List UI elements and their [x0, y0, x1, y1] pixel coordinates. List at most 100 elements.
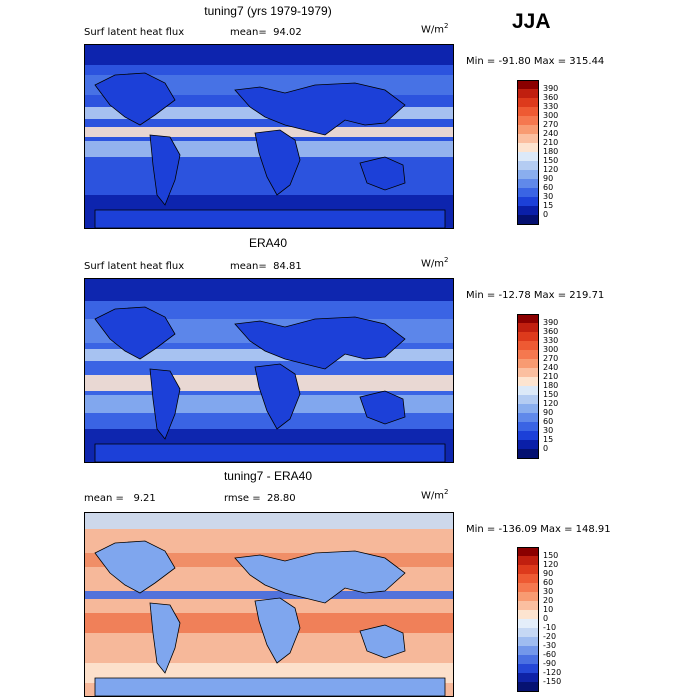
colorbar-tick-label: -20 — [543, 632, 557, 641]
continent-outline — [149, 134, 181, 206]
panel-2-map-svg — [85, 279, 453, 462]
colorbar-swatch — [517, 359, 539, 369]
colorbar-swatch — [517, 619, 539, 629]
colorbar-tick-label: 30 — [543, 426, 554, 435]
colorbar-swatch — [517, 431, 539, 441]
colorbar-tick-label: 150 — [543, 551, 559, 560]
colorbar-tick-label: 15 — [543, 201, 554, 210]
panel-3-colorbar: 150 120 90 60 30 20 10 0 -10 -20 -30 -60 -90 -120 -150 — [517, 547, 577, 692]
continent-outline — [234, 316, 406, 370]
panel-2-map — [84, 278, 454, 463]
map-field-band — [85, 643, 453, 661]
colorbar-tick-label: 0 — [543, 210, 549, 219]
colorbar-swatch — [517, 179, 539, 189]
continent-outline — [359, 156, 406, 191]
colorbar-swatch — [517, 664, 539, 674]
colorbar-swatch — [517, 377, 539, 387]
colorbar-swatch — [517, 440, 539, 450]
panel-2-title: ERA40 — [248, 236, 288, 250]
colorbar-tick-label: 60 — [543, 183, 554, 192]
colorbar-tick-label: 210 — [543, 372, 559, 381]
colorbar-swatch — [517, 332, 539, 342]
panel-3-title: tuning7 - ERA40 — [223, 469, 313, 483]
colorbar-swatch — [517, 556, 539, 566]
colorbar-swatch — [517, 395, 539, 405]
colorbar-swatch — [517, 143, 539, 153]
colorbar-swatch — [517, 98, 539, 108]
colorbar-swatch — [517, 323, 539, 333]
colorbar-swatch — [517, 422, 539, 432]
colorbar-tick-label: 60 — [543, 417, 554, 426]
continent-outline — [94, 72, 176, 126]
colorbar-swatch — [517, 610, 539, 620]
colorbar-swatch — [517, 413, 539, 423]
colorbar-swatch — [517, 646, 539, 656]
panel-1-map-svg — [85, 45, 453, 228]
panel-3-rmse: rmse = 28.80 — [224, 493, 296, 504]
colorbar-swatch — [517, 170, 539, 180]
panel-3-unit: W/m2 — [421, 488, 449, 502]
colorbar-swatch — [517, 125, 539, 135]
panel-3-minmax: Min = -136.09 Max = 148.91 — [466, 524, 611, 535]
colorbar-swatch — [517, 206, 539, 216]
colorbar-tick-label: 150 — [543, 390, 559, 399]
colorbar-tick-label: 300 — [543, 345, 559, 354]
continent-outline — [254, 363, 301, 430]
colorbar-tick-label: -120 — [543, 668, 562, 677]
colorbar-tick-label: 120 — [543, 560, 559, 569]
colorbar-tick-label: 270 — [543, 354, 559, 363]
season-title: JJA — [512, 10, 551, 33]
colorbar-tick-label: 390 — [543, 84, 559, 93]
colorbar-swatch — [517, 565, 539, 575]
colorbar-tick-label: 0 — [543, 614, 549, 623]
panel-1-mean: mean= 94.02 — [230, 27, 302, 38]
colorbar-tick-label: 120 — [543, 399, 559, 408]
colorbar-swatch — [517, 116, 539, 126]
continent-outline — [94, 209, 446, 228]
colorbar-swatch — [517, 107, 539, 117]
colorbar-tick-label: 30 — [543, 192, 554, 201]
colorbar-tick-label: 360 — [543, 93, 559, 102]
colorbar-swatch — [517, 197, 539, 207]
colorbar-swatch — [517, 341, 539, 351]
continent-outline — [149, 602, 181, 674]
colorbar-tick-label: 240 — [543, 129, 559, 138]
colorbar-tick-label: -90 — [543, 659, 557, 668]
colorbar-tick-label: -150 — [543, 677, 562, 686]
continent-outline — [234, 82, 406, 136]
panel-3-map-svg — [85, 513, 453, 696]
map-field-band — [85, 45, 453, 65]
colorbar-swatch — [517, 628, 539, 638]
panel-1-left-label: Surf latent heat flux — [84, 27, 185, 38]
colorbar-swatch — [517, 449, 539, 459]
continent-outline — [149, 368, 181, 440]
panel-1-unit: W/m2 — [421, 22, 449, 36]
colorbar-tick-label: 0 — [543, 444, 549, 453]
panel-1-colorbar: 390 360 330 300 270 240 210 180 150 120 90 60 30 15 0 — [517, 80, 577, 225]
colorbar-tick-label: 60 — [543, 578, 554, 587]
panel-2-colorbar: 390 360 330 300 270 240 210 180 150 120 90 60 30 15 0 — [517, 314, 577, 459]
continent-outline — [359, 624, 406, 659]
panel-2-unit: W/m2 — [421, 256, 449, 270]
continent-outline — [94, 540, 176, 594]
colorbar-tick-label: -60 — [543, 650, 557, 659]
colorbar-tick-label: 150 — [543, 156, 559, 165]
continent-outline — [254, 129, 301, 196]
colorbar-tick-label: 90 — [543, 408, 554, 417]
colorbar-tick-label: 240 — [543, 363, 559, 372]
colorbar-swatch — [517, 314, 539, 324]
colorbar-swatch — [517, 188, 539, 198]
colorbar-tick-label: 270 — [543, 120, 559, 129]
colorbar-tick-label: 30 — [543, 587, 554, 596]
colorbar-tick-label: 360 — [543, 327, 559, 336]
panel-1-minmax: Min = -91.80 Max = 315.44 — [466, 56, 605, 67]
colorbar-swatch — [517, 682, 539, 692]
colorbar-tick-label: 180 — [543, 381, 559, 390]
colorbar-swatch — [517, 152, 539, 162]
panel-3-left-label: mean = 9.21 — [84, 493, 156, 504]
colorbar-tick-label: 390 — [543, 318, 559, 327]
colorbar-swatch — [517, 404, 539, 414]
panel-1-map — [84, 44, 454, 229]
colorbar-swatch — [517, 368, 539, 378]
map-field-band — [85, 513, 453, 529]
